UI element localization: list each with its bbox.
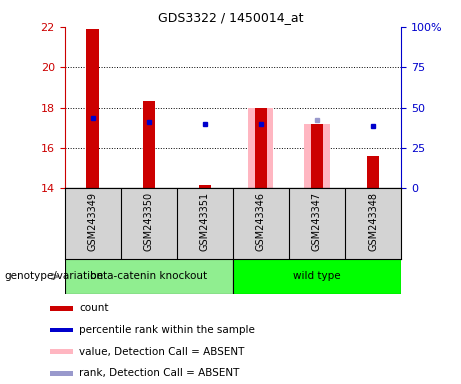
Bar: [304, 124, 330, 188]
Text: beta-catenin knockout: beta-catenin knockout: [90, 271, 207, 281]
Text: GSM243349: GSM243349: [88, 192, 98, 251]
Bar: [65, 259, 233, 294]
Text: GSM243346: GSM243346: [256, 192, 266, 251]
Bar: [254, 108, 267, 188]
Text: percentile rank within the sample: percentile rank within the sample: [79, 325, 255, 335]
Text: wild type: wild type: [293, 271, 341, 281]
Bar: [50, 371, 73, 376]
Text: GSM243351: GSM243351: [200, 192, 210, 251]
Text: count: count: [79, 303, 109, 313]
Bar: [50, 349, 73, 354]
Bar: [86, 29, 99, 188]
Text: GSM243347: GSM243347: [312, 192, 322, 251]
Text: GSM243350: GSM243350: [144, 192, 154, 251]
Text: rank, Detection Call = ABSENT: rank, Detection Call = ABSENT: [79, 368, 240, 378]
Text: genotype/variation: genotype/variation: [5, 271, 104, 281]
Bar: [233, 259, 401, 294]
Bar: [248, 108, 273, 188]
Bar: [50, 328, 73, 333]
Bar: [142, 101, 155, 188]
Bar: [199, 185, 211, 188]
Bar: [367, 156, 379, 188]
Bar: [50, 306, 73, 311]
Bar: [311, 124, 323, 188]
Text: GSM243348: GSM243348: [368, 192, 378, 251]
Text: value, Detection Call = ABSENT: value, Detection Call = ABSENT: [79, 347, 245, 357]
Text: GDS3322 / 1450014_at: GDS3322 / 1450014_at: [158, 12, 303, 25]
